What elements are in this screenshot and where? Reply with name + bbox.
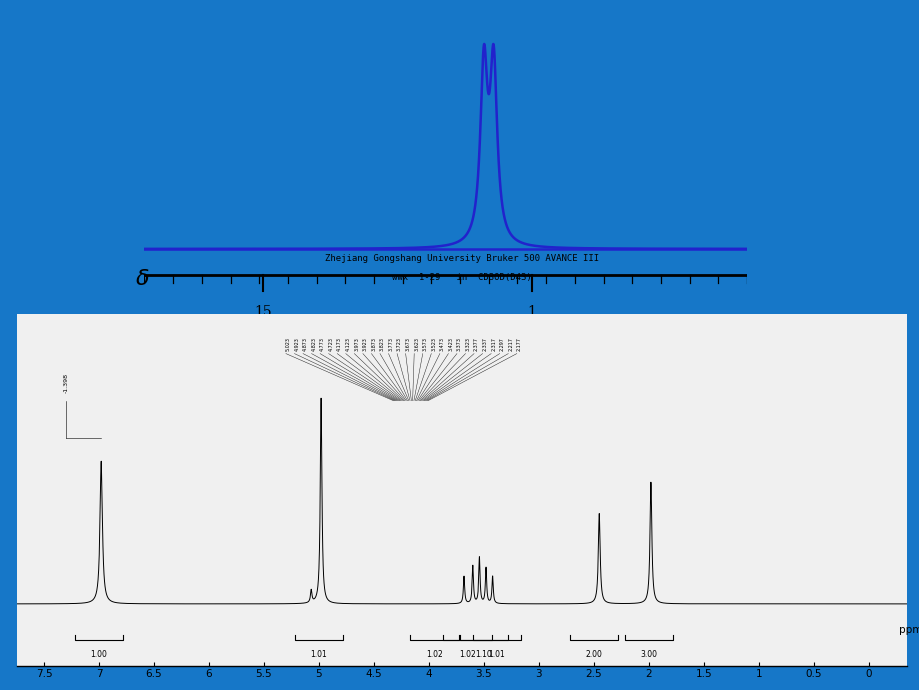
Text: 1.02: 1.02 [425,650,442,659]
Text: -1.398: -1.398 [63,373,68,393]
Text: 3.923: 3.923 [362,337,368,351]
Text: 3.823: 3.823 [380,337,384,351]
Text: 4.123: 4.123 [346,337,350,351]
Text: 3.623: 3.623 [414,337,419,351]
Text: 1.02: 1.02 [459,650,475,659]
Text: 3.523: 3.523 [431,337,436,351]
Text: 15: 15 [254,305,271,319]
Text: 3.773: 3.773 [388,337,393,351]
Text: $\delta$: $\delta$ [135,269,150,289]
Text: 3.423: 3.423 [448,337,453,351]
Text: 4.723: 4.723 [328,337,334,351]
Text: 3.573: 3.573 [423,337,427,351]
Text: 1.01: 1.01 [311,650,327,659]
Text: Zhejiang Gongshang University Bruker 500 AVANCE III: Zhejiang Gongshang University Bruker 500… [324,254,598,263]
Text: 5.023: 5.023 [286,337,290,351]
Text: 3.673: 3.673 [405,337,410,351]
Text: 4.173: 4.173 [337,337,342,351]
Text: 3.723: 3.723 [397,337,402,351]
Text: 4.823: 4.823 [312,337,316,351]
Text: 2.177: 2.177 [516,337,521,351]
Text: 1.01: 1.01 [488,650,505,659]
Text: ppm: ppm [899,625,919,635]
Text: 3.00: 3.00 [640,650,656,659]
Text: 2.317: 2.317 [491,337,495,351]
Text: 2.217: 2.217 [507,337,513,351]
Text: 1.10: 1.10 [475,650,492,659]
Text: 3.373: 3.373 [457,337,461,351]
Text: 1.00: 1.00 [90,650,108,659]
Text: 4.873: 4.873 [302,337,308,351]
Text: 4.773: 4.773 [320,337,324,351]
Text: 1: 1 [527,305,536,319]
Text: 2.377: 2.377 [473,337,479,351]
Text: 3.323: 3.323 [465,337,470,351]
Text: wwx  1-29   in  CD3OD(D43): wwx 1-29 in CD3OD(D43) [391,273,531,282]
Text: 2.00: 2.00 [584,650,602,659]
Text: 2.337: 2.337 [482,337,487,351]
Text: 4.923: 4.923 [294,337,300,351]
Text: 3.473: 3.473 [439,337,445,351]
Text: 3.973: 3.973 [354,337,359,351]
Text: 3.873: 3.873 [371,337,376,351]
Text: 2.297: 2.297 [499,337,505,351]
